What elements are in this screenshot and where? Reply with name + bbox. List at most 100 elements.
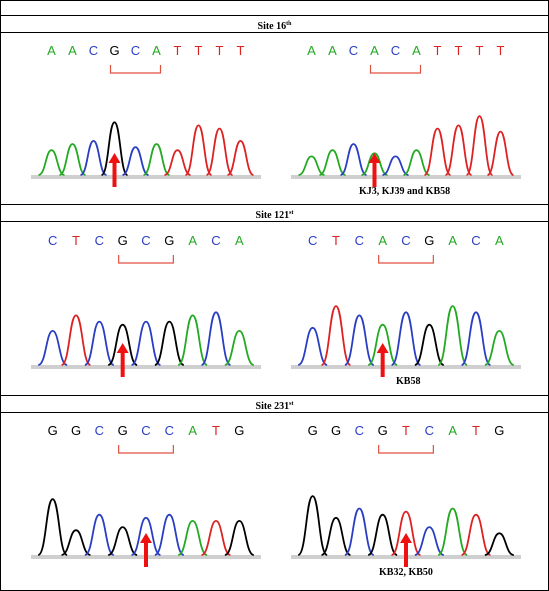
mutation-arrow xyxy=(376,343,389,377)
trace-baseline xyxy=(31,175,261,179)
base-letter: G xyxy=(118,233,128,248)
base-letter: T xyxy=(497,43,505,58)
trace-peak xyxy=(61,529,91,556)
base-letter: C xyxy=(95,423,104,438)
base-letter: A xyxy=(495,233,504,248)
base-letter: G xyxy=(118,423,128,438)
base-letter: G xyxy=(48,423,58,438)
sample-label: KJ3, KJ39 and KB58 xyxy=(359,186,451,197)
site-title-text: Site 231 xyxy=(255,401,290,412)
trace-peak xyxy=(382,155,409,176)
trace-peak xyxy=(484,329,515,366)
base-letter: T xyxy=(72,233,80,248)
codon-bracket xyxy=(369,65,422,74)
base-letter: A xyxy=(448,423,457,438)
base-letter: C xyxy=(308,233,317,248)
base-letter: G xyxy=(71,423,81,438)
base-letter: G xyxy=(308,423,318,438)
site-title: Site 231st xyxy=(1,395,548,413)
trace-baseline xyxy=(291,175,521,179)
base-letter: A xyxy=(328,43,337,58)
codon-bracket xyxy=(118,255,174,264)
trace-peak xyxy=(340,143,367,176)
base-letter: A xyxy=(152,43,161,58)
trace-peak xyxy=(297,326,328,366)
base-letter: T xyxy=(434,43,442,58)
trace-peak xyxy=(177,519,208,556)
trace-baseline xyxy=(31,365,261,369)
base-letter: C xyxy=(95,233,104,248)
base-letter: A xyxy=(307,43,316,58)
codon-bracket xyxy=(118,445,174,454)
mutation-arrow xyxy=(116,343,129,377)
trace-peak xyxy=(177,314,208,366)
base-letter: G xyxy=(331,423,341,438)
base-letter: A xyxy=(370,43,379,58)
trace-peak xyxy=(122,146,149,176)
base-letter: C xyxy=(131,43,140,58)
trace-peak xyxy=(367,513,398,556)
trace-peak xyxy=(461,513,491,556)
base-letter: G xyxy=(234,423,244,438)
codon-bracket xyxy=(378,255,434,264)
base-letter: T xyxy=(212,423,220,438)
trace-peak xyxy=(131,516,161,556)
base-letter: C xyxy=(355,233,364,248)
trace-peak xyxy=(343,507,375,556)
trace-peak xyxy=(319,149,346,176)
trace-peak xyxy=(227,139,254,176)
base-letter: C xyxy=(141,423,150,438)
base-letter: C xyxy=(349,43,358,58)
trace-peak xyxy=(201,519,231,556)
base-letter: T xyxy=(332,233,340,248)
trace-peak xyxy=(414,323,445,366)
base-letter: T xyxy=(174,43,182,58)
trace-peak xyxy=(403,149,430,176)
base-letter: A xyxy=(235,233,244,248)
base-letter: G xyxy=(494,423,504,438)
base-letter: C xyxy=(165,423,174,438)
base-letter: A xyxy=(47,43,56,58)
trace-peak xyxy=(465,115,494,176)
trace-peak xyxy=(224,519,255,556)
trace-peak xyxy=(164,149,191,176)
base-letter: G xyxy=(109,43,119,58)
base-letter: A xyxy=(188,233,197,248)
trace-peak xyxy=(414,526,445,556)
trace-peak xyxy=(298,155,325,176)
trace-peak xyxy=(84,513,115,556)
base-letter: C xyxy=(48,233,57,248)
trace-peak xyxy=(344,314,375,366)
mutation-arrow xyxy=(400,533,412,567)
trace-peak xyxy=(437,507,469,556)
trace-peak xyxy=(460,311,492,366)
base-letter: C xyxy=(355,423,364,438)
base-letter: C xyxy=(425,423,434,438)
base-letter: T xyxy=(472,423,480,438)
trace-peak xyxy=(131,320,161,366)
trace-peak xyxy=(486,130,515,176)
base-letter: G xyxy=(378,423,388,438)
trace-peak xyxy=(320,305,352,366)
trace-peak xyxy=(224,329,255,366)
trace-peak xyxy=(59,143,86,176)
trace-peak xyxy=(437,305,469,366)
trace-peak xyxy=(38,149,65,176)
trace-peak xyxy=(154,513,185,556)
base-letter: T xyxy=(476,43,484,58)
base-letter: C xyxy=(471,233,480,248)
base-letter: T xyxy=(455,43,463,58)
trace-peak xyxy=(205,127,234,176)
trace-peak xyxy=(321,516,351,556)
base-letter: T xyxy=(402,423,410,438)
mutation-arrow xyxy=(368,153,381,187)
base-letter: A xyxy=(378,233,387,248)
base-letter: A xyxy=(448,233,457,248)
base-letter: G xyxy=(164,233,174,248)
codon-bracket xyxy=(109,65,162,74)
trace-peak xyxy=(484,532,515,556)
